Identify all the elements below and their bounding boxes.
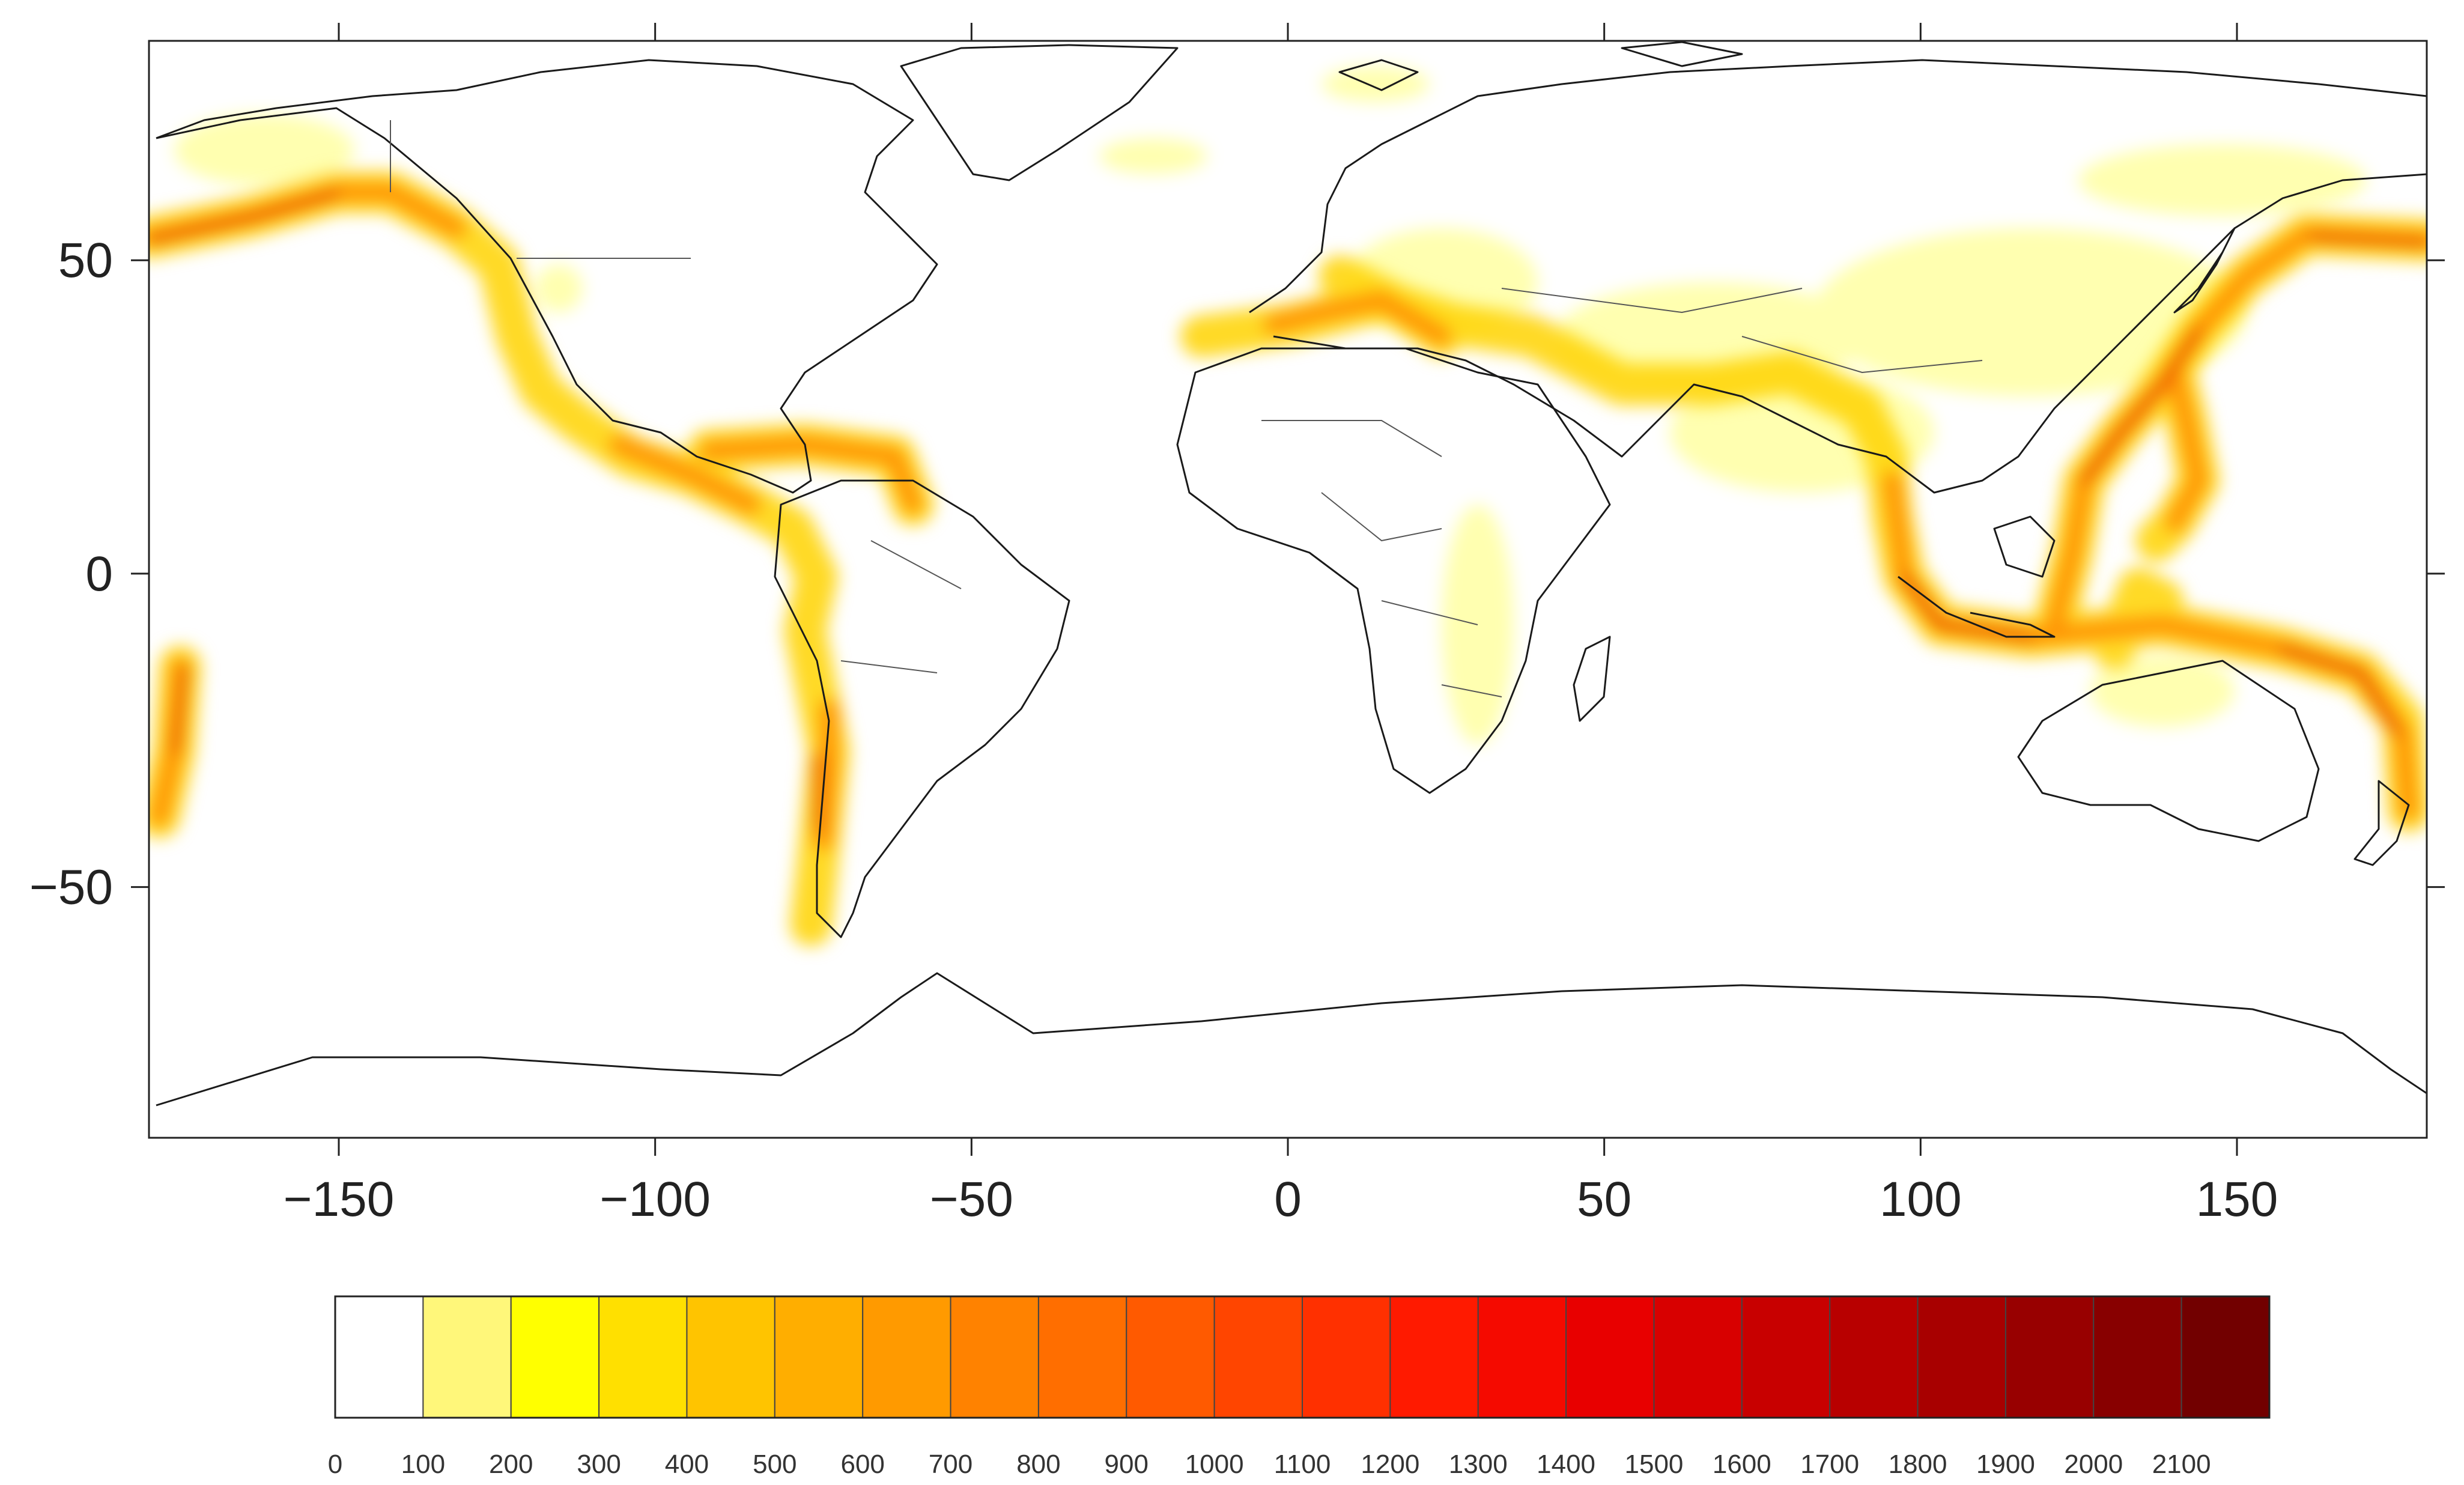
map-plot-area (149, 41, 2427, 1138)
x-tick-label: −150 (284, 1172, 395, 1227)
colorbar-tick-label: 1000 (1185, 1450, 1244, 1479)
colorbar-tick-label: 1200 (1361, 1450, 1419, 1479)
colorbar-tick-label: 500 (753, 1450, 797, 1479)
colorbar-swatch (1302, 1296, 1391, 1418)
colorbar-swatch (950, 1296, 1039, 1418)
colorbar-tick-label: 1100 (1274, 1450, 1331, 1479)
y-tick-label: 50 (58, 233, 113, 288)
colorbar-swatch (774, 1296, 864, 1418)
colorbar-tick-label: 400 (665, 1450, 709, 1479)
country-borders (390, 120, 1983, 697)
colorbar-tick-label: 2000 (2064, 1450, 2123, 1479)
colorbar-swatch (422, 1296, 512, 1418)
x-tick-label: −100 (599, 1172, 711, 1227)
colorbar-tick-label: 1800 (1889, 1450, 1947, 1479)
colorbar-labels: 0 100 200 300 400 500 600 700 800 900 1000 1100 1200… (328, 1450, 2211, 1479)
colorbar-tick-label: 700 (929, 1450, 973, 1479)
colorbar-tick-label: 200 (489, 1450, 533, 1479)
colorbar-swatch (598, 1296, 688, 1418)
y-tick-label: −50 (29, 860, 113, 915)
colorbar-tick-label: 1900 (1976, 1450, 2035, 1479)
colorbar-swatch (1829, 1296, 1919, 1418)
colorbar-tick-label: 600 (840, 1450, 884, 1479)
colorbar-swatch (686, 1296, 775, 1418)
colorbar-swatch (1389, 1296, 1479, 1418)
x-tick-label: 100 (1880, 1172, 1962, 1227)
colorbar-tick-label: 0 (328, 1450, 342, 1479)
colorbar-swatch (1037, 1296, 1127, 1418)
x-tick-labels: −150 −100 −50 0 50 100 150 (284, 1172, 2278, 1227)
y-tick-labels: 50 0 −50 (29, 233, 113, 914)
colorbar-tick-label: 2100 (2152, 1450, 2211, 1479)
axis-ticks (131, 23, 2445, 1156)
colorbar-tick-label: 900 (1105, 1450, 1149, 1479)
colorbar-swatch (1213, 1296, 1303, 1418)
colorbar-swatch (1477, 1296, 1567, 1418)
x-tick-label: −50 (930, 1172, 1013, 1227)
colorbar-swatch (2180, 1296, 2271, 1418)
colorbar-swatch (1741, 1296, 1831, 1418)
map-layers (149, 41, 2427, 1107)
colorbar (334, 1295, 2271, 1419)
y-tick-label: 0 (85, 547, 113, 601)
colorbar-tick-label: 1500 (1625, 1450, 1684, 1479)
colorbar-swatch (1917, 1296, 2006, 1418)
colorbar-tick-label: 800 (1016, 1450, 1060, 1479)
colorbar-swatch (1653, 1296, 1743, 1418)
colorbar-tick-label: 300 (577, 1450, 621, 1479)
colorbar-swatch (2093, 1296, 2182, 1418)
hazard-heat-belts (149, 171, 2427, 946)
colorbar-swatch (1565, 1296, 1655, 1418)
coastlines (156, 41, 2427, 1107)
x-tick-label: 50 (1577, 1172, 1631, 1227)
colorbar-swatch (1126, 1296, 1215, 1418)
x-tick-label: 0 (1274, 1172, 1302, 1227)
colorbar-swatch (2004, 1296, 2095, 1418)
colorbar-tick-label: 1400 (1537, 1450, 1595, 1479)
colorbar-tick-label: 1600 (1713, 1450, 1771, 1479)
colorbar-swatch (862, 1296, 951, 1418)
colorbar-swatch (335, 1296, 424, 1418)
colorbar-tick-label: 1700 (1800, 1450, 1859, 1479)
colorbar-swatch (510, 1296, 600, 1418)
colorbar-frame (334, 1295, 2271, 1419)
colorbar-tick-label: 100 (401, 1450, 445, 1479)
colorbar-tick-label: 1300 (1449, 1450, 1508, 1479)
x-tick-label: 150 (2196, 1172, 2278, 1227)
